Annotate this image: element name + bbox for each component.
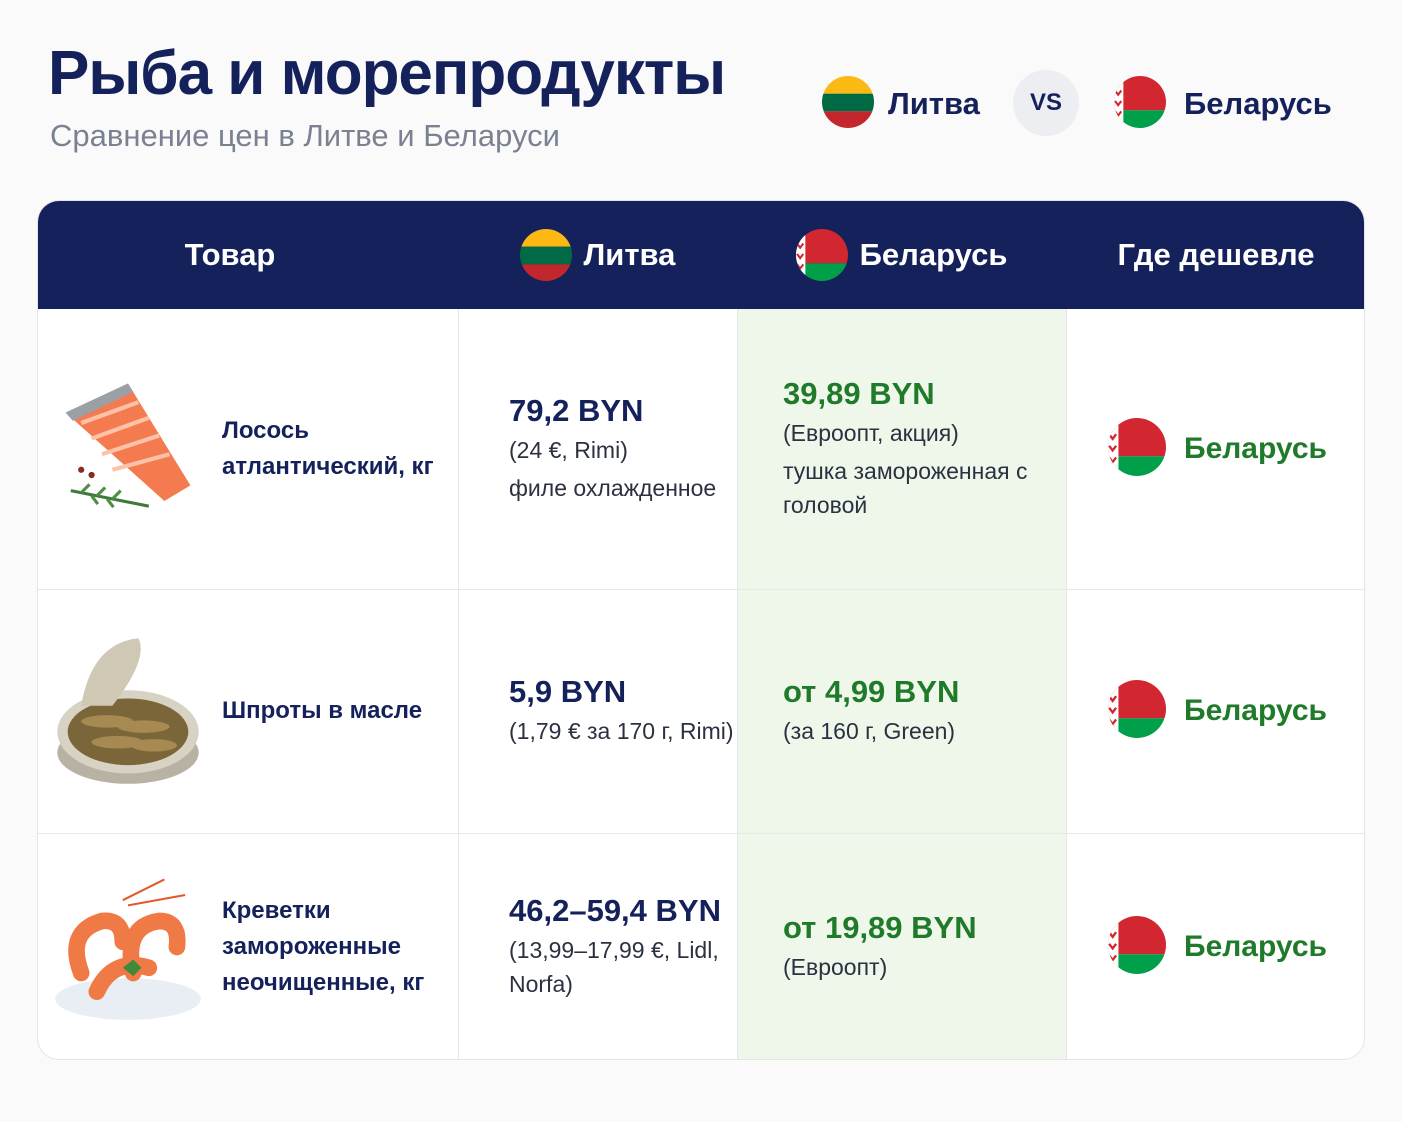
subtitle: Сравнение цен в Литве и Беларуси — [50, 118, 560, 153]
header-text: Где дешевле — [1117, 237, 1315, 272]
flag-belarus — [1108, 916, 1166, 979]
product-name: Креветки замороженные неочищенные, кг — [222, 897, 425, 996]
product-image-svg — [65, 383, 191, 509]
lithuania-price: 5,9 BYN — [509, 674, 627, 709]
title: Рыба и морепродукты — [48, 39, 726, 108]
lithuania-note: (13,99–17,99 €, Lidl, Norfa) — [509, 937, 719, 997]
product-image-svg — [55, 878, 201, 1020]
column-header: Где дешевле — [1066, 201, 1364, 309]
product-cell: Лосось атлантический, кг — [222, 309, 442, 589]
flag-belarus-svg — [1108, 680, 1166, 738]
flag-belarus-svg — [1108, 418, 1166, 476]
lithuania-note: (24 €, Rimi) — [509, 437, 628, 463]
header-text: Беларусь — [859, 237, 1008, 272]
lithuania-note: филе охлажденное — [509, 475, 717, 501]
belarus-cell: 39,89 BYN (Евроопт, акция) тушка заморожен… — [783, 309, 1033, 589]
flag-belarus-svg — [1108, 916, 1166, 974]
flag-belarus — [1114, 76, 1166, 128]
header-text: Товар — [184, 237, 276, 272]
cheaper-country: Беларусь — [1184, 694, 1327, 727]
belarus-note: (Евроопт) — [783, 954, 888, 980]
product-image — [50, 869, 206, 1030]
table-header: Товар Литва Беларусь Где дешевле — [38, 201, 1364, 309]
cheaper-country: Беларусь — [1184, 432, 1327, 465]
product-image-svg — [57, 638, 199, 784]
lithuania-cell: 46,2–59,4 BYN (13,99–17,99 €, Lidl, Norfa… — [509, 833, 759, 1059]
cheaper-cell: Беларусь — [1108, 833, 1327, 1060]
lithuania-note: (1,79 € за 170 г, Rimi) — [509, 718, 734, 744]
belarus-note: тушка замороженная с головой — [783, 458, 1028, 518]
product-cell: Креветки замороженные неочищенные, кг — [222, 833, 442, 1059]
header-text: Литва — [583, 237, 676, 272]
flag-belarus — [1108, 418, 1166, 481]
column-divider — [458, 309, 459, 1059]
lithuania-price: 46,2–59,4 BYN — [509, 893, 721, 928]
cheaper-country: Беларусь — [1184, 930, 1327, 963]
flag-belarus — [796, 229, 848, 281]
table: Товар Литва Беларусь Где дешевле Лосось … — [37, 200, 1365, 1060]
product-name: Лосось атлантический, кг — [222, 417, 434, 480]
belarus-price: 39,89 BYN — [783, 376, 935, 411]
belarus-cell: от 19,89 BYN (Евроопт) — [783, 833, 1033, 1059]
column-header: Литва — [458, 201, 737, 309]
highlight-column — [737, 309, 1066, 1059]
product-image — [50, 371, 206, 532]
column-divider — [737, 309, 738, 1059]
flag-lithuania — [822, 76, 874, 128]
column-divider — [1066, 309, 1067, 1059]
belarus-cell: от 4,99 BYN (за 160 г, Green) — [783, 589, 1033, 833]
flag-belarus — [1108, 680, 1166, 743]
belarus-note: (Евроопт, акция) — [783, 420, 959, 446]
lithuania-price: 79,2 BYN — [509, 393, 644, 428]
belarus-price: от 19,89 BYN — [783, 910, 977, 945]
product-image — [50, 633, 206, 794]
product-name: Шпроты в масле — [222, 697, 423, 724]
compare-right: Беларусь — [1184, 86, 1332, 121]
belarus-price: от 4,99 BYN — [783, 674, 960, 709]
row-divider — [38, 589, 1364, 590]
row-divider — [38, 833, 1364, 834]
cheaper-cell: Беларусь — [1108, 309, 1327, 589]
flag-lithuania — [520, 229, 572, 281]
cheaper-cell: Беларусь — [1108, 589, 1327, 833]
lithuania-cell: 5,9 BYN (1,79 € за 170 г, Rimi) — [509, 589, 759, 833]
column-header: Товар — [38, 201, 422, 309]
belarus-note: (за 160 г, Green) — [783, 718, 956, 744]
product-cell: Шпроты в масле — [222, 589, 442, 833]
vs-badge: VS — [1013, 70, 1079, 136]
lithuania-cell: 79,2 BYN (24 €, Rimi) филе охлажденное — [509, 309, 759, 589]
compare-left: Литва — [888, 86, 980, 121]
column-header: Беларусь — [737, 201, 1066, 309]
